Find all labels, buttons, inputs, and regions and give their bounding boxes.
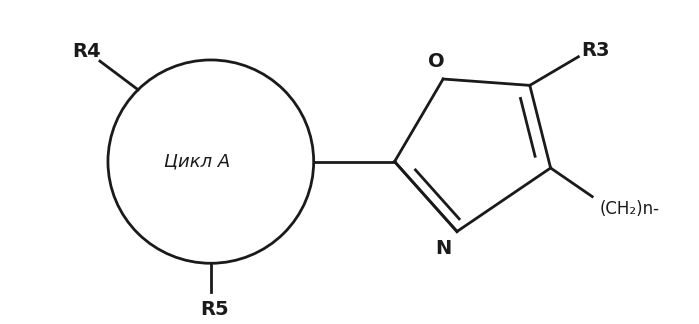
Text: N: N: [435, 239, 452, 259]
Text: O: O: [428, 52, 445, 71]
Text: Цикл А: Цикл А: [164, 153, 230, 171]
Text: R5: R5: [200, 300, 229, 319]
Text: R3: R3: [582, 41, 610, 60]
Text: R4: R4: [72, 42, 101, 61]
Text: (CH₂)n-: (CH₂)n-: [599, 200, 659, 218]
